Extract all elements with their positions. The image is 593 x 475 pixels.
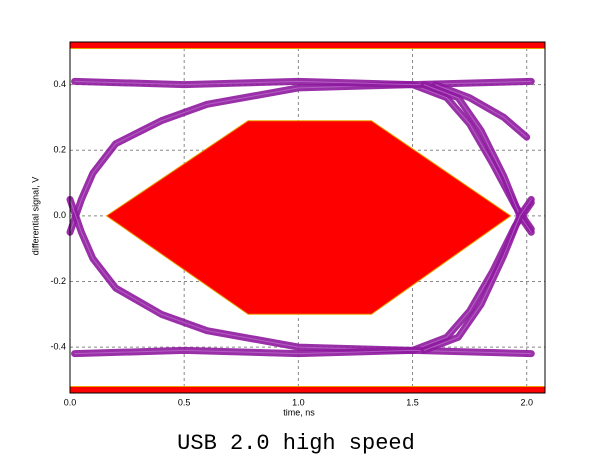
trace-strand	[423, 199, 532, 351]
x-tick-label: 1.0	[292, 397, 305, 407]
mask	[69, 41, 546, 50]
trace-strand	[435, 84, 528, 138]
x-tick-label: 1.5	[406, 397, 419, 407]
plot-frame	[69, 41, 546, 394]
x-axis-label: time, ns	[283, 407, 315, 417]
x-tick-label: 0.5	[178, 397, 191, 407]
y-tick-label: -0.2	[50, 276, 66, 286]
x-tick-label: 0.0	[64, 397, 77, 407]
mask	[105, 120, 512, 315]
y-tick-label: 0.4	[53, 79, 66, 89]
trace-strand	[74, 349, 532, 355]
trace-strand	[69, 84, 532, 233]
y-tick-label: 0.0	[53, 210, 66, 220]
y-tick-label: -0.4	[50, 341, 66, 351]
y-axis-label: differential signal, V	[30, 177, 40, 255]
mask	[69, 385, 546, 394]
caption: USB 2.0 high speed	[177, 431, 415, 456]
y-tick-label: 0.2	[53, 145, 66, 155]
x-tick-label: 2.0	[520, 397, 533, 407]
trace-strand	[74, 80, 532, 86]
